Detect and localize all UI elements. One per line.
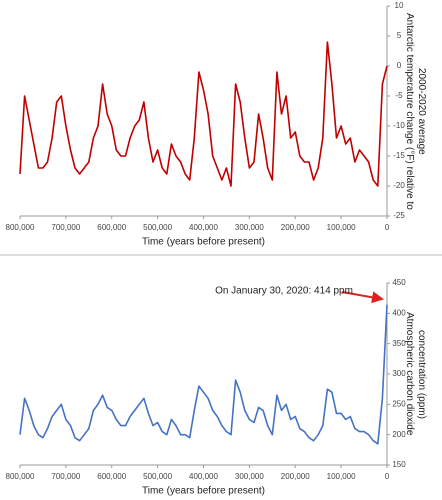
y-tick-label: 5 [397,31,402,40]
y-axis-title: Atmospheric carbon dioxide concentration… [404,312,427,436]
data-line [19,41,388,187]
x-tick-label: 800,000 [6,472,35,481]
y-tick-label: 0 [397,61,402,70]
y-tick-label: -10 [393,121,405,130]
x-tick-label: 500,000 [143,472,172,481]
y-tick-label: 10 [395,1,404,10]
x-tick-label: 700,000 [51,472,80,481]
data-line [19,304,388,445]
x-tick-label: 300,000 [235,223,264,232]
x-tick-label: 0 [385,472,390,481]
y-tick-label: 400 [392,308,406,317]
x-tick-label: 400,000 [189,472,218,481]
y-axis-title: Antarctic temperature change (°F) relati… [404,12,427,210]
y-tick-label: -25 [393,211,405,220]
y-tick-label: -5 [395,91,403,100]
x-tick-label: 600,000 [97,472,126,481]
x-tick-label: 300,000 [235,472,264,481]
annotation-arrow [341,291,384,304]
x-tick-label: 800,000 [6,223,35,232]
x-tick-label: 500,000 [143,223,172,232]
x-tick-label: 200,000 [281,472,310,481]
x-tick-label: 600,000 [97,223,126,232]
x-tick-label: 100,000 [327,223,356,232]
x-tick-label: 200,000 [281,223,310,232]
y-tick-label: 250 [392,399,406,408]
y-tick-label: -20 [393,181,405,190]
y-tick-label: 450 [392,278,406,287]
y-tick-label: 350 [392,339,406,348]
y-tick-label: 200 [392,430,406,439]
y-tick-label: 150 [392,460,406,469]
x-axis-title: Time (years before present) [142,486,265,497]
x-tick-label: 400,000 [189,223,218,232]
x-tick-label: 0 [385,223,390,232]
annotation: On January 30, 2020: 414 ppm [215,286,353,297]
x-tick-label: 100,000 [327,472,356,481]
x-axis-title: Time (years before present) [142,237,265,248]
y-tick-label: -15 [393,151,405,160]
x-tick-label: 700,000 [51,223,80,232]
y-tick-label: 300 [392,369,406,378]
